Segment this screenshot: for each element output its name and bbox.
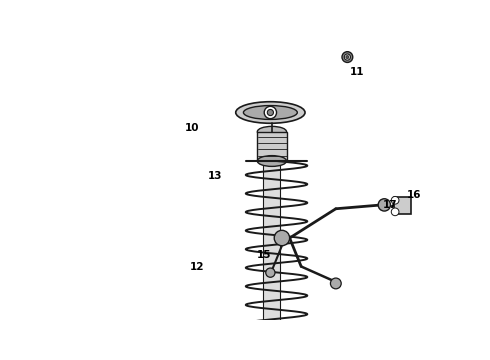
Ellipse shape xyxy=(236,102,305,123)
Ellipse shape xyxy=(257,156,287,166)
Circle shape xyxy=(391,208,399,216)
Circle shape xyxy=(342,52,353,62)
Ellipse shape xyxy=(244,105,297,120)
Text: 12: 12 xyxy=(190,261,204,271)
Bar xyxy=(393,197,411,214)
Circle shape xyxy=(264,106,276,119)
Text: 16: 16 xyxy=(407,190,421,200)
Text: 15: 15 xyxy=(257,250,271,260)
Circle shape xyxy=(266,268,275,277)
Text: 10: 10 xyxy=(185,123,199,133)
Bar xyxy=(257,132,287,161)
Text: 11: 11 xyxy=(350,67,365,77)
Circle shape xyxy=(268,109,273,116)
Bar xyxy=(264,161,280,328)
Text: 13: 13 xyxy=(208,171,222,181)
Circle shape xyxy=(391,197,399,204)
Circle shape xyxy=(346,55,349,59)
Text: 17: 17 xyxy=(382,200,397,210)
Ellipse shape xyxy=(257,126,287,137)
Circle shape xyxy=(344,54,350,60)
Circle shape xyxy=(274,230,290,246)
Circle shape xyxy=(378,199,391,211)
Circle shape xyxy=(330,278,341,289)
